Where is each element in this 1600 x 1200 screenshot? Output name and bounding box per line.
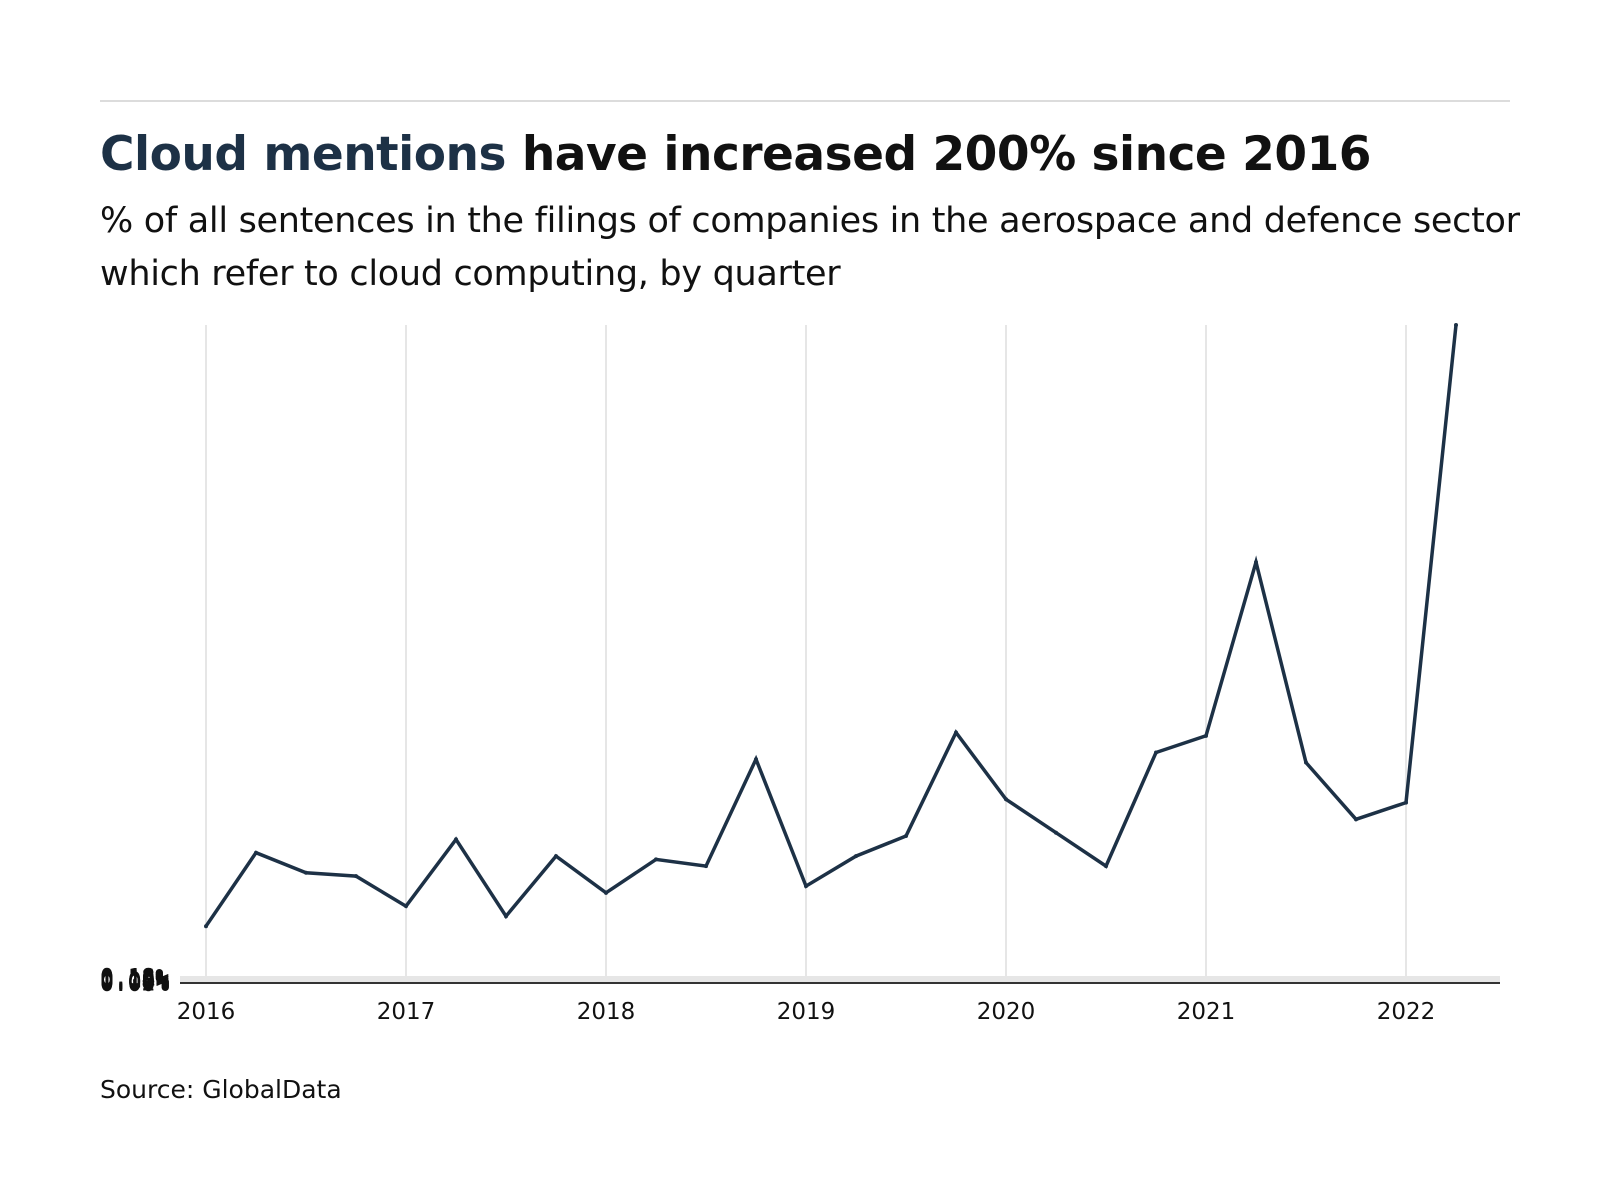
title-highlight: Cloud mentions — [100, 127, 506, 182]
data-point — [1154, 750, 1158, 755]
data-point — [1104, 864, 1108, 869]
vertical-gridlines — [205, 325, 1407, 983]
x-tick-label: 2017 — [377, 999, 436, 1025]
y-tick-label: 0.06% — [100, 969, 169, 995]
data-point — [304, 870, 308, 875]
data-point — [954, 730, 958, 735]
x-tick-label: 2020 — [977, 999, 1036, 1025]
data-point — [754, 757, 758, 762]
chart-subtitle: % of all sentences in the filings of com… — [100, 201, 1520, 294]
y-tick-label: 0.10% — [100, 968, 169, 994]
source-note: Source: GlobalData — [100, 1075, 342, 1104]
data-point — [454, 837, 458, 842]
title-rest: have increased 200% since 2016 — [505, 127, 1372, 182]
y-tick-label: 0.16% — [100, 966, 169, 992]
data-point — [604, 890, 608, 895]
data-point — [1004, 797, 1008, 802]
x-tick-labels: 2016 2017 2018 2019 2020 2021 2022 — [177, 999, 1436, 1025]
x-tick-label: 2022 — [1377, 999, 1436, 1025]
x-tick-label: 2021 — [1177, 999, 1236, 1025]
x-tick-label: 2019 — [777, 999, 836, 1025]
data-point — [1354, 817, 1358, 822]
y-tick-label: 0.14% — [100, 966, 169, 992]
data-point — [354, 874, 358, 879]
data-point — [204, 924, 208, 929]
data-point — [1204, 733, 1208, 738]
data-point — [1304, 760, 1308, 765]
top-divider — [100, 100, 1510, 102]
data-point — [654, 857, 658, 862]
chart-title: Cloud mentions have increased 200% since… — [100, 126, 1371, 184]
data-point — [804, 884, 808, 889]
data-point — [254, 850, 258, 855]
y-tick-labels: 0.00%0.02%0.04%0.06%0.08%0.10%0.12%0.14%… — [100, 965, 169, 997]
data-point — [1054, 830, 1058, 835]
x-tick-label: 2018 — [577, 999, 636, 1025]
x-tick-label: 2016 — [177, 999, 236, 1025]
y-tick-label: 0.08% — [100, 968, 169, 994]
data-point — [504, 914, 508, 919]
data-point — [1454, 323, 1458, 327]
y-tick-label: 0.04% — [100, 970, 169, 996]
y-tick-label: 0.00% — [100, 971, 169, 997]
horizontal-gridlines — [180, 975, 1500, 984]
data-point — [1404, 800, 1408, 805]
data-point — [404, 904, 408, 909]
data-point — [554, 854, 558, 859]
y-tick-label: 0.12% — [100, 967, 169, 993]
data-point — [1254, 560, 1258, 565]
y-tick-label: 0.18% — [100, 965, 169, 991]
series-line — [204, 324, 1458, 928]
data-point — [854, 854, 858, 859]
data-point — [704, 864, 708, 869]
series-layer — [204, 323, 1458, 929]
y-tick-label: 0.02% — [100, 970, 169, 996]
data-point — [904, 834, 908, 839]
